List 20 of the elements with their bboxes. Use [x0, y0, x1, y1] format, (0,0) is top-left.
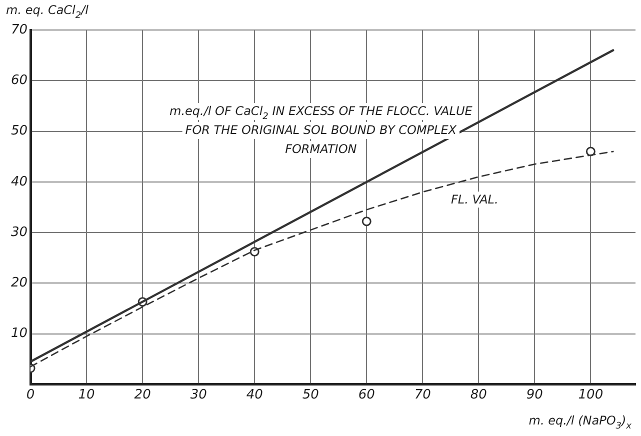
x-tick-label: 10: [78, 388, 95, 403]
y-tick-label: 50: [10, 124, 28, 139]
y-tick-label: 10: [10, 326, 28, 342]
y-tick-label: 30: [10, 224, 28, 240]
x-tick-label: 50: [302, 388, 319, 403]
y-tick-label: 60: [10, 73, 28, 88]
x-tick-label: 80: [470, 388, 487, 403]
y-tick-label: 20: [10, 276, 28, 291]
y-tick-label: 40: [10, 174, 28, 190]
x-tick-label: 60: [358, 388, 375, 403]
point: [362, 216, 372, 226]
x-tick-label: 40: [246, 388, 263, 403]
y-tick-label: 70: [10, 22, 28, 38]
x-tick-label: 90: [526, 388, 543, 403]
x-tick-label: 70: [414, 388, 431, 403]
x-tick-label: 30: [190, 388, 207, 403]
x-tick-label: 20: [134, 388, 151, 403]
x-tick-label: 100: [578, 388, 604, 403]
annotation: FL. VAL.: [450, 192, 498, 207]
x-tick-label: 0: [26, 388, 35, 403]
